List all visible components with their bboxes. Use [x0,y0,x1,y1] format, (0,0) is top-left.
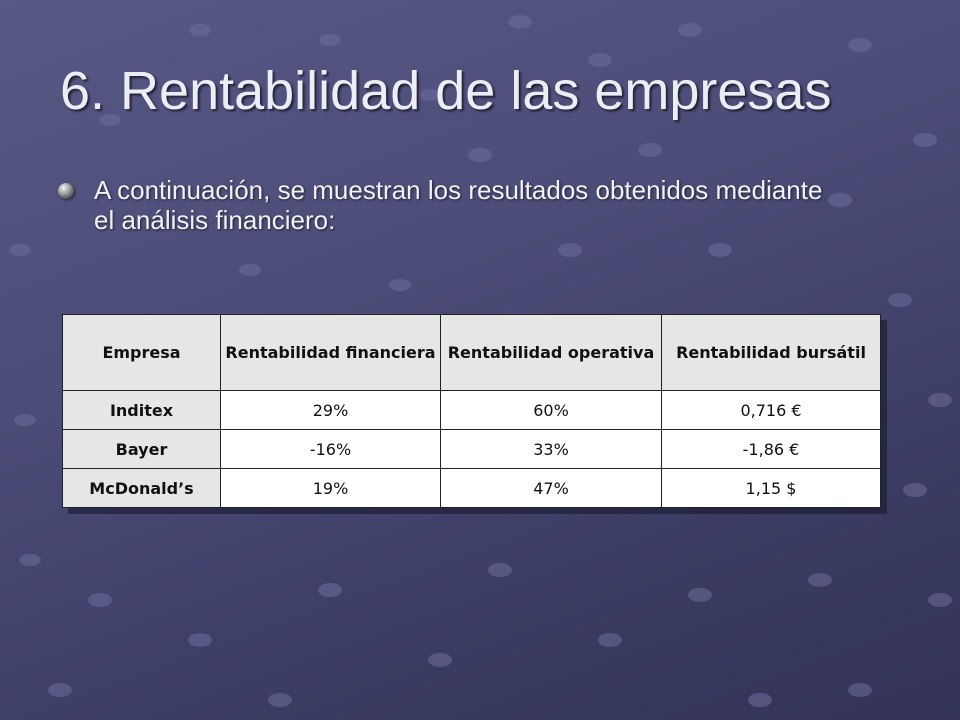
header-rentabilidad-financiera: Rentabilidad financiera [220,314,441,391]
financial-return: -16% [220,429,441,469]
operating-return: 33% [440,429,662,469]
header-rentabilidad-bursatil: Rentabilidad bursátil [661,314,881,391]
company-name: Inditex [62,390,221,430]
table-header-row: Empresa Rentabilidad financiera Rentabil… [62,314,881,391]
financial-return: 19% [220,468,441,508]
sphere-bullet-icon [58,183,74,199]
market-return: -1,86 € [661,429,881,469]
operating-return: 47% [440,468,662,508]
header-rentabilidad-operativa: Rentabilidad operativa [440,314,662,391]
slide-title: 6. Rentabilidad de las empresas [60,61,832,121]
header-empresa: Empresa [62,314,221,391]
table-row: Inditex 29% 60% 0,716 € [62,390,881,430]
profitability-table: Empresa Rentabilidad financiera Rentabil… [62,314,881,508]
company-name: Bayer [62,429,221,469]
market-return: 0,716 € [661,390,881,430]
company-name: McDonald’s [62,468,221,508]
table-row: Bayer -16% 33% -1,86 € [62,429,881,469]
market-return: 1,15 $ [661,468,881,508]
table-row: McDonald’s 19% 47% 1,15 $ [62,468,881,508]
financial-return: 29% [220,390,441,430]
bullet-text: A continuación, se muestran los resultad… [94,175,823,235]
operating-return: 60% [440,390,662,430]
